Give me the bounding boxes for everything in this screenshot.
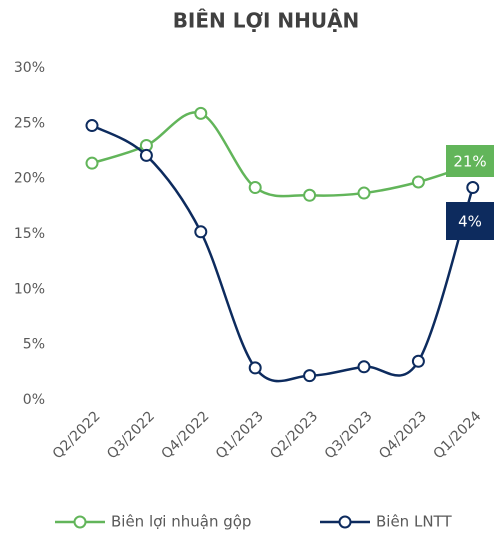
point <box>194 225 208 239</box>
point <box>248 181 262 195</box>
legend-marker <box>73 515 87 529</box>
point <box>466 181 480 195</box>
x-tick-label: Q4/2023 <box>376 408 430 462</box>
series-line <box>91 111 474 198</box>
point <box>248 361 262 375</box>
y-tick-label: 30% <box>14 60 45 76</box>
point <box>303 188 317 202</box>
y-tick-label: 10% <box>14 281 45 297</box>
x-tick-label: Q3/2022 <box>104 408 158 462</box>
point <box>357 360 371 374</box>
point <box>139 148 153 162</box>
x-tick-label: Q3/2023 <box>322 408 376 462</box>
x-tick-label: Q4/2022 <box>159 408 213 462</box>
annotation: 4% <box>458 213 482 231</box>
x-tick-label: Q1/2024 <box>431 408 485 462</box>
annotation-box <box>446 145 494 177</box>
y-tick-label: 20% <box>14 171 45 187</box>
y-tick-label: 0% <box>23 392 45 408</box>
legend-label: Biên LNTT <box>376 513 452 531</box>
y-tick-label: 5% <box>23 337 45 353</box>
x-tick-label: Q2/2023 <box>267 408 321 462</box>
legend-label: Biên lợi nhuận gộp <box>111 513 251 531</box>
point <box>357 186 371 200</box>
annotation: 21% <box>453 153 486 171</box>
annotation-box <box>446 202 494 240</box>
point <box>85 156 99 170</box>
point <box>85 119 99 133</box>
series-line <box>91 124 474 383</box>
point <box>194 106 208 120</box>
x-tick-label: Q2/2022 <box>50 408 104 462</box>
point <box>411 354 425 368</box>
x-tick-label: Q1/2023 <box>213 408 267 462</box>
point <box>303 369 317 383</box>
legend-marker <box>338 515 352 529</box>
point <box>411 175 425 189</box>
chart-title: BIÊN LỢI NHUẬN <box>173 9 360 33</box>
y-tick-label: 15% <box>14 226 45 242</box>
y-tick-label: 25% <box>14 115 45 131</box>
